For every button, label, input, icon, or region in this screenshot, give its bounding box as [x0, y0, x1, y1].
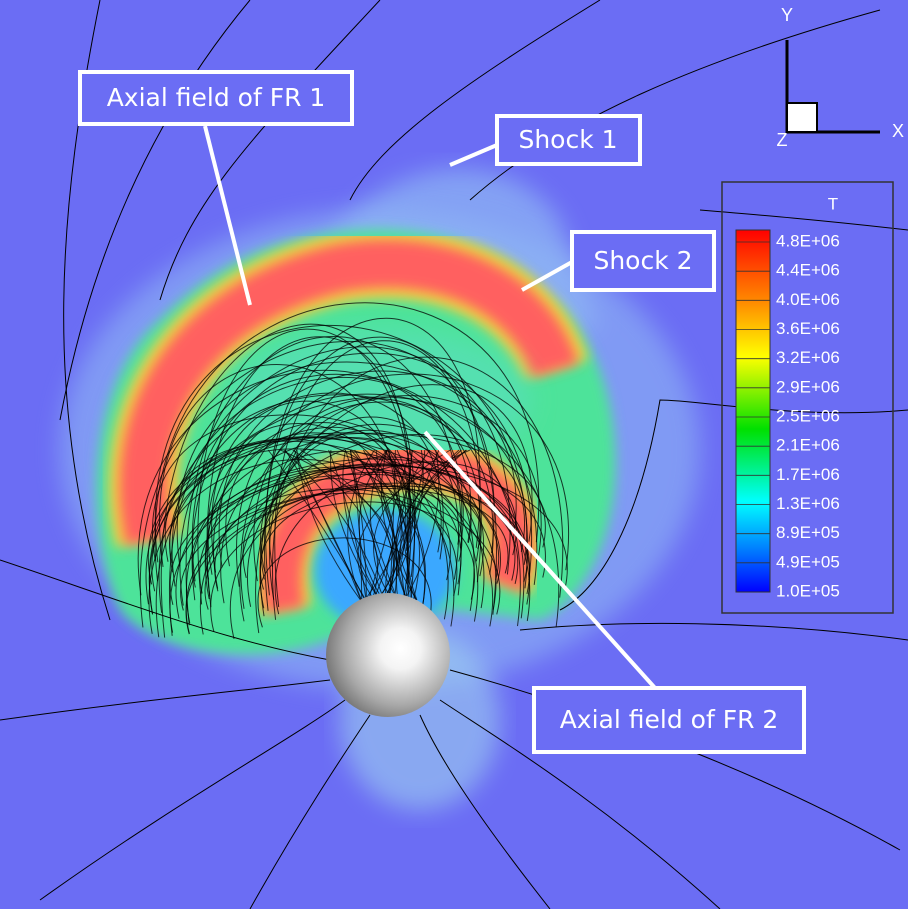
field-line: [357, 449, 471, 601]
field-line: [349, 449, 367, 601]
colorbar-label: 4.8E+06: [776, 231, 840, 250]
field-line: [395, 449, 467, 601]
field-line: [191, 352, 532, 601]
colorbar-label: 4.4E+06: [776, 261, 840, 280]
field-line: [236, 373, 569, 587]
field-line: [155, 396, 528, 638]
field-line: [384, 449, 421, 601]
colorbar-label: 2.1E+06: [776, 436, 840, 455]
field-line: [255, 384, 533, 634]
field-line: [169, 346, 511, 636]
field-line: [469, 9, 881, 201]
field-line: [260, 485, 528, 590]
axis-label: Y: [781, 5, 793, 25]
field-line: [159, 0, 381, 301]
field-line: [206, 336, 416, 608]
field-line: [559, 399, 908, 611]
field-line: [257, 537, 432, 630]
colorbar-label: 3.2E+06: [776, 348, 840, 367]
field-line: [283, 449, 385, 601]
colorbar-label: 4.9E+05: [776, 552, 840, 571]
annotation: Axial field of FR 1: [107, 83, 326, 112]
field-line: [154, 302, 540, 582]
field-line: [385, 449, 460, 601]
field-line: [358, 449, 388, 601]
field-line: [395, 449, 431, 601]
colorbar-title: T: [828, 194, 838, 213]
field-line: [280, 449, 395, 601]
field-line: [149, 448, 455, 627]
colorbar-label: 1.0E+05: [776, 581, 840, 600]
field-line: [284, 449, 362, 601]
field-line: [439, 699, 721, 909]
field-line: [164, 440, 493, 627]
field-line: [519, 622, 908, 641]
field-line: [253, 398, 481, 582]
field-line: [269, 416, 460, 600]
field-line: [382, 449, 424, 601]
axis-label: Z: [777, 130, 788, 150]
colorbar-label: 2.9E+06: [776, 377, 840, 396]
field-line: [419, 714, 551, 909]
colorbar-label: 2.5E+06: [776, 406, 840, 425]
field-line: [385, 449, 440, 601]
annotation: Axial field of FR 2: [560, 705, 779, 734]
field-line: [274, 461, 517, 615]
field-line: [375, 449, 417, 601]
colorbar-label: 1.3E+06: [776, 494, 840, 513]
field-line: [160, 323, 411, 638]
colorbar-label: 4.0E+06: [776, 290, 840, 309]
field-line: [180, 487, 509, 611]
field-line: [388, 449, 413, 601]
colorbar-label: 1.7E+06: [776, 465, 840, 484]
axis-label: X: [892, 121, 904, 141]
field-line: [268, 395, 542, 567]
annotations: [78, 70, 806, 754]
colorbar-label: 3.6E+06: [776, 319, 840, 338]
field-line: [407, 449, 462, 601]
colorbar-label: 8.9E+05: [776, 523, 840, 542]
field-line: [404, 449, 440, 601]
annotation: Shock 2: [593, 246, 692, 275]
field-line: [373, 449, 451, 601]
field-line: [169, 464, 530, 633]
field-line: [349, 0, 601, 201]
field-line: [296, 449, 361, 601]
field-line: [218, 370, 517, 568]
field-line: [240, 401, 494, 609]
field-line: [330, 449, 380, 601]
field-line: [265, 317, 481, 596]
field-line: [206, 393, 560, 628]
field-line: [137, 369, 464, 596]
field-line: [169, 432, 546, 564]
field-line: [59, 0, 251, 421]
axes-triad: Y X Z: [777, 5, 905, 150]
field-line: [344, 449, 398, 601]
field-line: [179, 392, 444, 606]
field-line: [249, 714, 371, 909]
colorbar: T 4.8E+06 4.4E+06 4.0E+06 3.6E+06 3.2E+06 2.9…: [721, 181, 894, 614]
field-line: [369, 449, 399, 601]
field-line: [349, 449, 363, 601]
field-line: [0, 679, 331, 721]
field-line: [373, 449, 413, 601]
field-line: [247, 434, 525, 607]
field-line: [380, 449, 418, 601]
field-line: [239, 478, 426, 622]
field-line: [0, 559, 331, 661]
field-line: [155, 324, 528, 589]
field-line: [185, 492, 458, 634]
field-line: [261, 471, 501, 584]
field-line: [347, 449, 375, 601]
field-line: [211, 400, 412, 584]
field-line: [140, 340, 495, 628]
field-line: [152, 414, 485, 609]
field-line: [39, 699, 346, 901]
sun: [326, 593, 450, 717]
field-line: [158, 394, 525, 619]
annotation: Shock 1: [518, 125, 617, 154]
field-line: [210, 501, 475, 633]
